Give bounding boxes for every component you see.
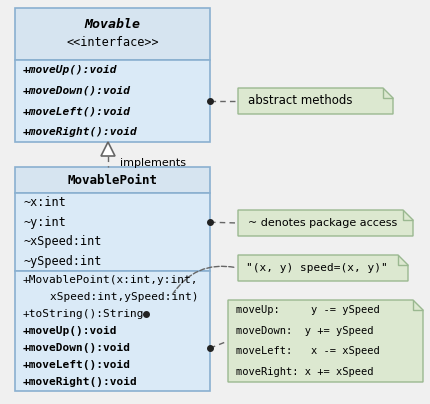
Text: +moveLeft():void: +moveLeft():void xyxy=(23,360,131,370)
Text: ~ySpeed:int: ~ySpeed:int xyxy=(23,255,101,268)
Text: ~xSpeed:int: ~xSpeed:int xyxy=(23,235,101,248)
Text: Movable: Movable xyxy=(84,17,140,30)
Bar xyxy=(15,60,209,142)
Bar xyxy=(15,167,209,193)
Polygon shape xyxy=(227,300,422,382)
Polygon shape xyxy=(101,142,115,156)
Text: ~y:int: ~y:int xyxy=(23,216,66,229)
Text: moveLeft:   x -= xSpeed: moveLeft: x -= xSpeed xyxy=(236,346,379,356)
Text: moveRight: x += xSpeed: moveRight: x += xSpeed xyxy=(236,367,373,377)
Text: +MovablePoint(x:int,y:int,: +MovablePoint(x:int,y:int, xyxy=(23,275,198,284)
Text: xSpeed:int,ySpeed:int): xSpeed:int,ySpeed:int) xyxy=(23,292,198,302)
Text: MovablePoint: MovablePoint xyxy=(68,173,157,187)
Polygon shape xyxy=(237,88,392,114)
Text: +moveRight():void: +moveRight():void xyxy=(23,377,138,387)
Text: <<interface>>: <<interface>> xyxy=(66,36,158,50)
Bar xyxy=(15,8,209,60)
Polygon shape xyxy=(237,210,412,236)
Text: moveDown:  y += ySpeed: moveDown: y += ySpeed xyxy=(236,326,373,336)
Text: +moveLeft():void: +moveLeft():void xyxy=(23,106,131,116)
FancyArrowPatch shape xyxy=(172,266,235,295)
Text: +moveUp():void: +moveUp():void xyxy=(23,326,117,336)
Text: +moveRight():void: +moveRight():void xyxy=(23,127,138,137)
Text: abstract methods: abstract methods xyxy=(247,95,352,107)
Text: ~ denotes package access: ~ denotes package access xyxy=(247,218,396,228)
Text: implements: implements xyxy=(120,158,186,168)
Polygon shape xyxy=(237,255,407,281)
Text: moveUp:     y -= ySpeed: moveUp: y -= ySpeed xyxy=(236,305,379,315)
Bar xyxy=(15,193,209,271)
Text: +moveUp():void: +moveUp():void xyxy=(23,65,117,75)
Text: +moveDown():void: +moveDown():void xyxy=(23,86,131,96)
Text: +moveDown():void: +moveDown():void xyxy=(23,343,131,353)
Text: "(x, y) speed=(x, y)": "(x, y) speed=(x, y)" xyxy=(246,263,387,273)
Text: ~x:int: ~x:int xyxy=(23,196,66,209)
Bar xyxy=(15,271,209,391)
Text: +toString():String: +toString():String xyxy=(23,309,144,319)
